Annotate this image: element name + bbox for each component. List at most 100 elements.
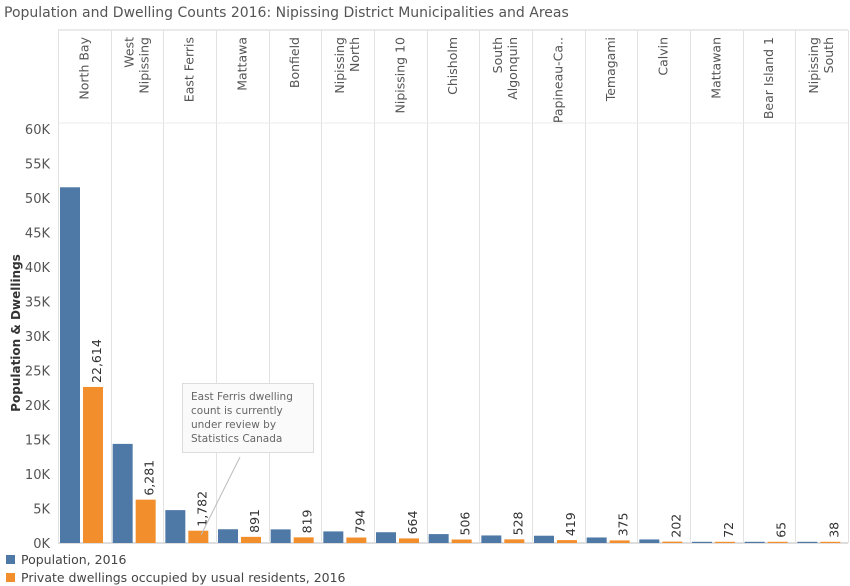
y-tick-label: 15K <box>25 434 51 449</box>
category-label: Temagami <box>603 37 618 102</box>
bar-population <box>692 541 712 543</box>
data-label-dwellings: 65 <box>774 522 789 538</box>
y-tick-label: 35K <box>25 296 51 311</box>
category-label-line: North Bay <box>76 36 91 99</box>
y-axis-label: Population & Dwellings <box>9 254 23 412</box>
data-label-dwellings: 22,614 <box>89 339 104 383</box>
category-label: Bonfield <box>287 37 302 88</box>
category-label: Mattawan <box>708 37 723 99</box>
bar-population <box>797 541 818 543</box>
bar-dwellings <box>346 537 367 543</box>
bar-population <box>744 541 765 543</box>
annotation-note: East Ferris dwelling count is currently … <box>182 383 314 453</box>
bar-population <box>481 535 502 543</box>
bar-population <box>165 510 186 543</box>
data-labels: 22,614 6,281 1,782 891 819 794 664 506 528 419 375… <box>89 339 841 538</box>
category-label: Nipissing South <box>806 37 836 94</box>
category-label-line: North <box>347 37 362 72</box>
y-tick-label: 60K <box>25 123 51 138</box>
bar-dwellings <box>557 540 577 543</box>
bar-dwellings <box>609 540 630 543</box>
chart-frame <box>58 29 849 544</box>
legend-item-dwellings: Private dwellings occupied by usual resi… <box>6 570 346 585</box>
data-label-dwellings: 6,281 <box>142 460 157 496</box>
bars <box>60 187 841 543</box>
data-label-dwellings: 794 <box>352 510 367 534</box>
category-label-line: Chisholm <box>445 37 460 95</box>
bar-population <box>60 187 80 543</box>
category-label-line: Nipissing <box>806 37 821 94</box>
bar-dwellings <box>83 386 103 543</box>
bar-population <box>586 537 607 543</box>
chart-title: Population and Dwelling Counts 2016: Nip… <box>4 5 569 21</box>
bar-dwellings <box>767 541 788 543</box>
legend-item-population: Population, 2016 <box>6 552 126 567</box>
bar-dwellings <box>820 541 841 543</box>
legend-label-dwellings: Private dwellings occupied by usual resi… <box>21 570 346 585</box>
category-label-line: Nipissing <box>332 37 347 94</box>
category-label-line: Nipissing <box>137 37 152 94</box>
data-label-dwellings: 819 <box>300 509 315 533</box>
data-label-dwellings: 202 <box>668 514 683 538</box>
category-label: North Bay <box>76 36 91 99</box>
category-label-line: Calvin <box>656 37 671 76</box>
y-axis: 0K 5K 10K 15K 20K 25K 30K 35K 40K 45K 50K 55K 60K <box>25 123 51 552</box>
category-label-line: Papineau-Ca.. <box>550 37 565 123</box>
bar-population <box>270 529 291 543</box>
data-label-dwellings: 1,782 <box>194 491 209 527</box>
category-label: Chisholm <box>445 37 460 95</box>
bar-population <box>376 532 396 543</box>
category-label-line: Nipissing 10 <box>392 37 407 114</box>
bar-dwellings <box>399 538 419 543</box>
data-label-dwellings: 664 <box>405 511 420 535</box>
bar-dwellings <box>662 541 683 543</box>
category-label-line: Bonfield <box>287 37 302 88</box>
legend-label-population: Population, 2016 <box>21 552 127 567</box>
category-label: Mattawa <box>234 37 249 91</box>
category-label-line: Algonquin <box>505 37 520 100</box>
legend-swatch-dwellings <box>6 573 15 582</box>
y-tick-label: 30K <box>25 330 51 345</box>
data-label-dwellings: 72 <box>721 522 736 538</box>
data-label-dwellings: 528 <box>510 511 525 535</box>
category-label: Bear Island 1 <box>761 37 776 119</box>
y-tick-label: 50K <box>25 192 51 207</box>
bar-population <box>534 535 554 543</box>
data-label-dwellings: 375 <box>616 513 631 537</box>
category-label-line: South <box>490 37 505 73</box>
y-tick-label: 10K <box>25 468 51 483</box>
y-tick-label: 0K <box>33 537 50 552</box>
data-label-dwellings: 891 <box>247 509 262 533</box>
bar-population <box>323 531 344 543</box>
x-axis-header: North Bay West Nipissing East Ferris Mattawa… <box>76 36 836 123</box>
bar-population <box>428 534 449 543</box>
data-label-dwellings: 38 <box>826 522 841 538</box>
bar-dwellings <box>241 536 261 543</box>
y-tick-label: 45K <box>25 227 51 242</box>
bar-dwellings <box>188 530 209 543</box>
y-tick-label: 55K <box>25 158 51 173</box>
category-label: Nipissing North <box>332 37 362 94</box>
bar-population <box>112 443 133 543</box>
bar-dwellings <box>504 539 525 543</box>
data-label-dwellings: 419 <box>563 512 578 536</box>
category-label-line: Temagami <box>603 37 618 102</box>
category-label-line: Mattawa <box>234 37 249 91</box>
category-label-line: Bear Island 1 <box>761 37 776 119</box>
data-label-dwellings: 506 <box>458 512 473 536</box>
y-tick-label: 40K <box>25 261 51 276</box>
bar-dwellings <box>715 541 735 543</box>
annotation-leader-line <box>200 456 241 536</box>
bar-population <box>218 529 238 543</box>
category-label-line: Mattawan <box>708 37 723 99</box>
category-label: East Ferris <box>182 37 197 102</box>
category-label-line: West <box>122 37 137 68</box>
legend-swatch-population <box>6 555 15 564</box>
category-label: South Algonquin <box>490 37 520 100</box>
category-label: Calvin <box>656 37 671 76</box>
y-tick-label: 5K <box>33 503 50 518</box>
bar-dwellings <box>293 537 314 543</box>
y-tick-label: 20K <box>25 399 51 414</box>
y-tick-label: 25K <box>25 365 51 380</box>
